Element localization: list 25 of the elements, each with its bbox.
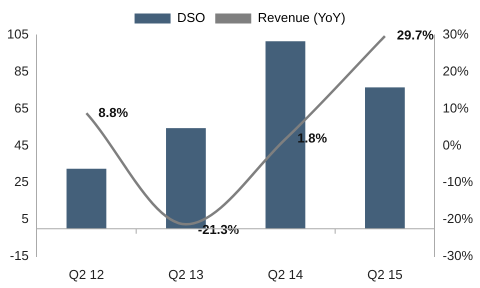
bar bbox=[365, 87, 405, 229]
data-label: 8.8% bbox=[98, 104, 129, 120]
y2-tick-label: -10% bbox=[442, 174, 474, 190]
line-series bbox=[85, 35, 386, 226]
y-tick-label: 25 bbox=[14, 174, 29, 190]
y-tick-label: 105 bbox=[6, 26, 29, 42]
y-tick-label: 85 bbox=[14, 63, 29, 78]
legend-label: DSO bbox=[177, 10, 206, 26]
x-tick-label: Q2 15 bbox=[367, 266, 403, 282]
y2-tick-label: -30% bbox=[442, 248, 474, 263]
x-tick-label: Q2 12 bbox=[68, 266, 104, 282]
y-tick-label: -15 bbox=[10, 248, 29, 263]
y2-tick-label: 0% bbox=[442, 137, 462, 152]
legend-label: Revenue (YoY) bbox=[258, 10, 346, 26]
bar bbox=[66, 168, 106, 229]
y-tick-label: 5 bbox=[21, 211, 29, 226]
y2-tick-label: 30% bbox=[442, 26, 470, 42]
data-label: 29.7% bbox=[396, 28, 434, 43]
x-tick-label: Q2 13 bbox=[168, 266, 204, 282]
x-tick-label: Q2 14 bbox=[268, 266, 304, 282]
y2-tick-label: 10% bbox=[442, 100, 470, 116]
y2-tick-label: 20% bbox=[442, 63, 470, 78]
y-tick-label: 65 bbox=[14, 100, 29, 116]
y-tick-label: 45 bbox=[14, 137, 29, 152]
y2-tick-label: -20% bbox=[442, 211, 474, 226]
